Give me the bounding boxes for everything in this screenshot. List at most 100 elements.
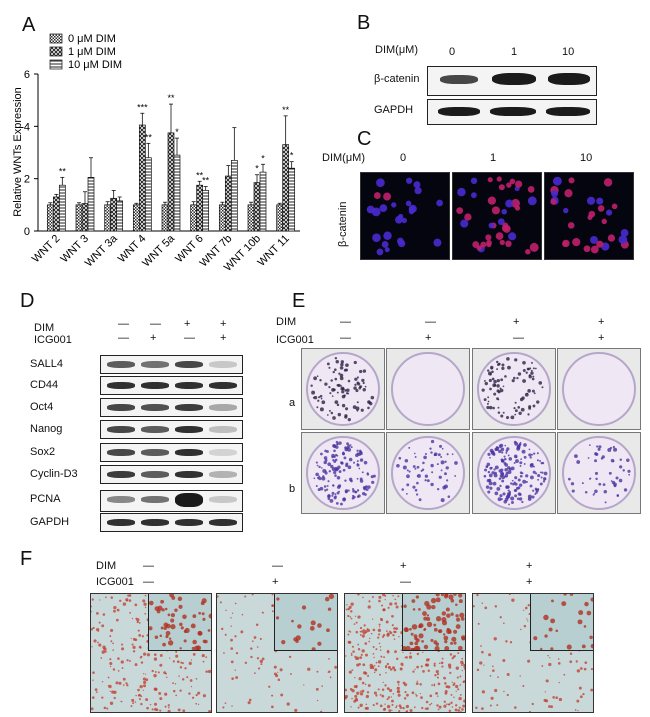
histology-image [472, 592, 596, 714]
fluorescence-dim-10 [544, 172, 634, 260]
panel-f-label: F [20, 548, 33, 570]
panel-f-icg-sign: + [272, 576, 279, 588]
panel-e-dim-sign: — [425, 316, 436, 328]
panel-e-icg-sign: + [598, 332, 605, 344]
histology-image [90, 592, 214, 714]
panel-d-row-label: Nanog [30, 423, 63, 435]
bar [288, 167, 296, 232]
panel-f-dim-sign: + [526, 560, 533, 572]
bar [253, 182, 261, 232]
bar [224, 175, 232, 232]
blot-gapdh-b [427, 99, 597, 125]
bar [87, 177, 95, 232]
significance-marker: ** [282, 105, 290, 115]
panel-b-row-bcatenin: β-catenin [374, 73, 420, 85]
legend-swatch [49, 33, 63, 44]
bar [104, 204, 112, 232]
significance-marker: * [290, 151, 294, 161]
bar [282, 144, 290, 232]
panel-e-icg-sign: — [340, 332, 351, 344]
panel-d-dim-sign: — [150, 318, 161, 330]
panel-d-row-label: GAPDH [30, 516, 70, 528]
blot-cyclin-d3 [100, 465, 243, 484]
magnified-inset [401, 592, 466, 652]
panel-d-icg-sign: — [184, 332, 195, 344]
colony-dish [557, 432, 641, 514]
bar [202, 190, 210, 232]
bar [230, 160, 238, 232]
legend-label: 0 μM DIM [68, 33, 116, 45]
panel-e-icg-sign: + [425, 332, 432, 344]
blot-sox2 [100, 443, 243, 462]
colony-dish [557, 348, 641, 430]
blot-pcna [100, 490, 243, 512]
bar [144, 157, 152, 232]
panel-d-icg-sign: — [118, 332, 129, 344]
bar [247, 204, 255, 232]
significance-marker: *** [137, 102, 148, 112]
panel-d-row-label: Cyclin-D3 [30, 468, 78, 480]
bar [52, 196, 60, 232]
panel-e-icg-label: ICG001 [276, 334, 314, 346]
bar [75, 204, 83, 232]
significance-marker: * [255, 164, 259, 174]
blot-nanog [100, 420, 243, 439]
significance-marker: ** [59, 166, 67, 176]
panel-e-dim-sign: + [513, 316, 520, 328]
blot-sall4 [100, 355, 243, 374]
histology-image [216, 593, 338, 714]
bar [161, 204, 169, 232]
panel-b-label: B [357, 12, 371, 34]
legend-label: 10 μM DIM [68, 59, 122, 71]
panel-d-icg-label: ICG001 [34, 334, 72, 346]
colony-dish [472, 432, 556, 514]
panel-d-row-label: PCNA [30, 493, 61, 505]
significance-marker: ** [145, 132, 153, 142]
x-tick-label: WNT 11 [255, 233, 291, 269]
legend-label: 1 μM DIM [68, 46, 116, 58]
bar [58, 184, 66, 232]
panel-e-icg-sign: — [513, 332, 524, 344]
panel-b-dose-2: 10 [562, 46, 575, 58]
panel-e-row-b: b [289, 483, 296, 495]
panel-c-dim-label: DIM(μM) [322, 152, 365, 164]
panel-e-label: E [292, 290, 306, 312]
colony-dish [301, 432, 385, 514]
panel-c-dose-1: 1 [490, 152, 497, 164]
significance-marker: ** [202, 176, 210, 186]
panel-d-icg-sign: + [220, 332, 227, 344]
histology-image [343, 592, 467, 714]
magnified-inset [148, 592, 214, 652]
panel-c-row-label: β-catenin [337, 201, 349, 247]
x-tick-label: WNT 5a [140, 232, 177, 269]
magnified-inset [530, 592, 596, 651]
panel-d-label: D [20, 290, 35, 312]
panel-f-icg-label: ICG001 [96, 576, 134, 588]
colony-dish [386, 348, 470, 430]
bar [173, 154, 181, 232]
y-tick-label: 4 [24, 121, 30, 133]
bar [276, 204, 284, 232]
y-tick-label: 0 [24, 226, 30, 238]
panel-f-dim-sign: + [400, 560, 407, 572]
significance-marker: * [175, 127, 179, 137]
panel-d-dim-sign: + [220, 318, 227, 330]
bar [196, 184, 204, 232]
legend-swatch [49, 59, 63, 70]
legend-swatch [49, 46, 63, 57]
panel-f-icg-sign: + [526, 576, 533, 588]
panel-f-dim-label: DIM [96, 560, 117, 572]
significance-marker: ** [167, 93, 175, 103]
panel-f-icg-sign: — [400, 576, 411, 588]
colony-dish [301, 348, 385, 430]
panel-b-dim-label: DIM(μM) [375, 44, 418, 56]
bar [167, 132, 175, 232]
blot-cd44 [100, 376, 243, 395]
panel-b-row-gapdh: GAPDH [374, 104, 414, 116]
bar [110, 197, 118, 232]
panel-d-row-label: Sox2 [30, 446, 56, 458]
panel-c-dose-2: 10 [580, 152, 593, 164]
blot-bcatenin [427, 66, 597, 96]
panel-d-dim-sign: — [118, 318, 129, 330]
